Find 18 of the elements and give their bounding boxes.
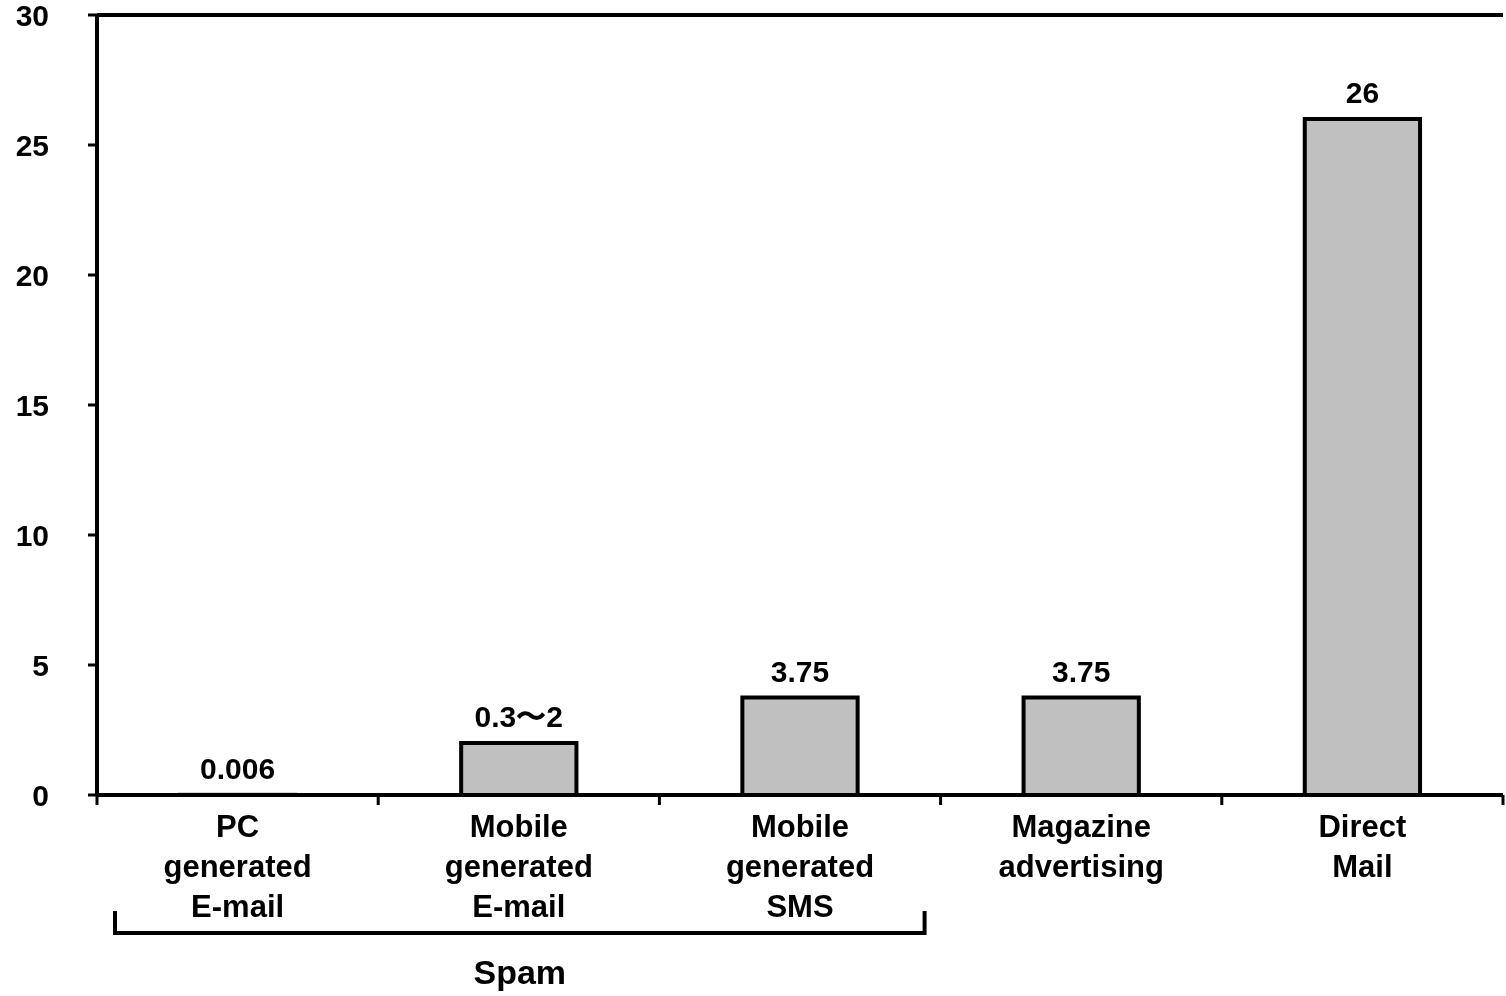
y-tick-label: 30: [15, 0, 49, 32]
y-tick-label: 10: [15, 518, 49, 552]
x-tick-label: Mobile generated E-mail: [444, 809, 593, 924]
x-tick-label: Direct Mail: [1318, 809, 1407, 884]
y-tick-label: 25: [15, 128, 49, 162]
x-tick-label: Mobile generated SMS: [725, 809, 875, 924]
data-label: 3.75: [770, 654, 830, 688]
text: Spam: [473, 953, 567, 991]
data-label: 26: [1345, 76, 1380, 109]
y-tick-label: 5: [32, 648, 49, 682]
y-tick-label: 20: [15, 258, 49, 292]
data-label: 3.75: [1052, 654, 1111, 688]
y-tick-label: 0: [32, 778, 49, 812]
y-tick-label: 15: [15, 388, 49, 422]
data-label: 0.3〜2: [474, 700, 563, 733]
data-label: 0.006: [200, 751, 276, 785]
x-tick-label: PC generated E-mail: [163, 809, 312, 924]
x-tick-label: Magazine advertising: [998, 809, 1164, 884]
